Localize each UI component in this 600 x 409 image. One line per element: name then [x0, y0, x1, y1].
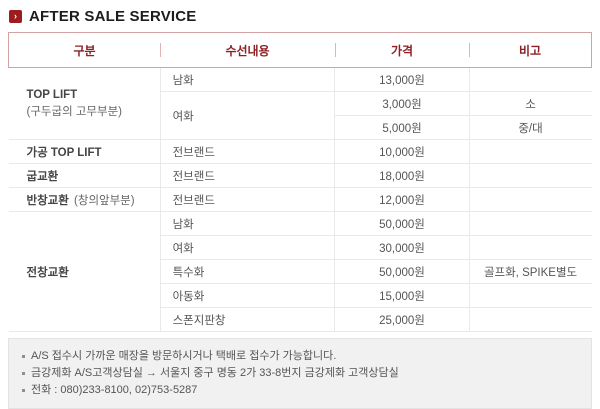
item-cell: 여화: [159, 235, 335, 260]
price-cell: 18,000원: [334, 163, 470, 188]
note-cell: [468, 139, 592, 164]
note-cell: [468, 235, 592, 260]
price-cell: 3,000원: [334, 91, 470, 116]
price-cell: 25,000원: [334, 307, 470, 332]
page-title-bar: › AFTER SALE SERVICE: [9, 7, 592, 25]
price-cell: 50,000원: [334, 211, 470, 236]
category-cell: TOP LIFT (구두굽의 고무부분): [8, 67, 161, 140]
note-cell: [468, 67, 592, 92]
price-cell: 30,000원: [334, 235, 470, 260]
table-row: 여화 3,000원 소: [9, 91, 592, 140]
item-cell: 스폰지판창: [159, 307, 335, 332]
note-cell: [468, 187, 592, 212]
category-label: 가공 TOP LIFT: [26, 146, 102, 159]
note-cell: [468, 163, 592, 188]
table-row: 여화 30,000원: [9, 235, 592, 260]
category-label: 전창교환: [26, 266, 69, 279]
note-cell: 골프화, SPIKE별도: [468, 259, 592, 284]
column-header-category: 구분: [8, 32, 161, 68]
service-notes-box: A/S 접수시 가까운 매장을 방문하시거나 택배로 접수가 가능합니다. 금강…: [8, 338, 592, 409]
table-row: 특수화 50,000원 골프화, SPIKE별도: [9, 259, 592, 284]
service-note-phone: 전화 : 080)233-8100, 02)753-5287: [22, 382, 578, 399]
category-label: 반창교환: [26, 194, 69, 207]
item-cell: 남화: [159, 67, 335, 92]
category-cell: 반창교환 (창의앞부분): [8, 187, 161, 212]
price-cell: 15,000원: [334, 283, 470, 308]
category-sublabel: (구두굽의 고무부분): [26, 105, 123, 118]
service-note-address: 금강제화 A/S고객상담실 → 서울지 중구 명동 2가 33-8번지 금강제화…: [22, 365, 578, 382]
category-cell: 굽교환: [8, 163, 161, 188]
table-row: TOP LIFT (구두굽의 고무부분) 남화 13,000원: [8, 67, 592, 140]
category-cell: 가공 TOP LIFT: [8, 139, 161, 164]
price-cell: 13,000원: [334, 67, 470, 92]
category-cell: 전창교환: [8, 211, 161, 332]
item-cell: 아동화: [159, 283, 335, 308]
table-row: 가공 TOP LIFT 전브랜드 10,000원: [8, 139, 592, 164]
category-label: 굽교환: [26, 170, 59, 183]
category-sublabel: (창의앞부분): [74, 194, 135, 207]
price-cell: 12,000원: [334, 187, 470, 212]
column-header-price: 가격: [334, 32, 470, 68]
note-cell: [468, 307, 592, 332]
item-cell: 전브랜드: [159, 139, 335, 164]
note-cell: 소: [468, 91, 592, 116]
item-cell: 남화: [159, 211, 335, 236]
note-cell: 중/대: [468, 115, 592, 140]
category-label: TOP LIFT: [26, 88, 78, 101]
price-cell: 5,000원: [334, 115, 470, 140]
table-row: 굽교환 전브랜드 18,000원: [8, 163, 592, 188]
item-cell: 여화: [159, 91, 335, 140]
item-cell: 전브랜드: [159, 163, 335, 188]
note-cell: [468, 211, 592, 236]
chevron-right-icon: ›: [9, 9, 22, 23]
column-header-repair-content: 수선내용: [160, 32, 335, 68]
service-note-reception: A/S 접수시 가까운 매장을 방문하시거나 택배로 접수가 가능합니다.: [22, 348, 578, 365]
table-row: 반창교환 (창의앞부분) 전브랜드 12,000원: [8, 187, 592, 212]
item-cell: 전브랜드: [159, 187, 335, 212]
table-row: 전창교환 남화 50,000원: [8, 211, 592, 332]
note-cell: [468, 283, 592, 308]
table-header-row: 구분 수선내용 가격 비고: [8, 32, 593, 68]
table-row: 5,000원 중/대: [9, 115, 592, 140]
price-cell: 10,000원: [334, 139, 470, 164]
column-header-note: 비고: [469, 32, 593, 68]
item-cell: 특수화: [159, 259, 335, 284]
page-title: AFTER SALE SERVICE: [29, 7, 197, 25]
price-cell: 50,000원: [334, 259, 470, 284]
table-row: 아동화 15,000원: [9, 283, 592, 308]
after-sale-service-table: 구분 수선내용 가격 비고 TOP LIFT (구두굽의 고무부분) 남화 13…: [8, 32, 593, 332]
table-row: 스폰지판창 25,000원: [9, 307, 592, 332]
